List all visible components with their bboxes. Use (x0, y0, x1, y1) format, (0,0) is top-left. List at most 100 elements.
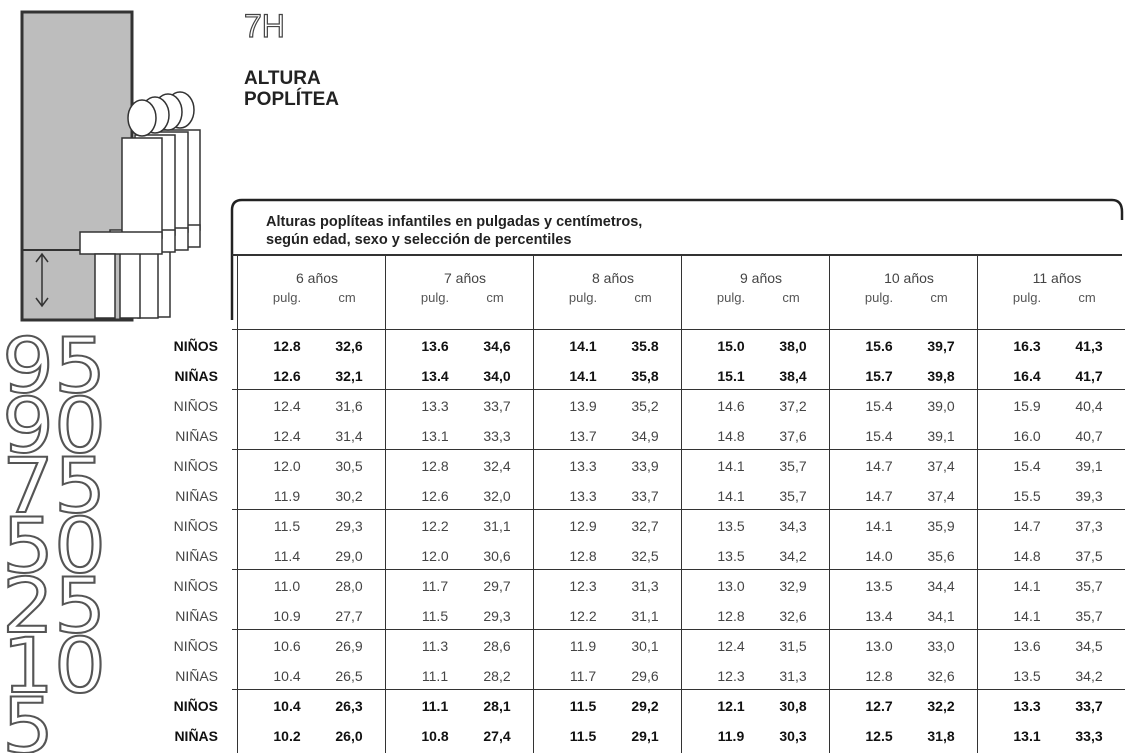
cell: 39,3 (1075, 488, 1103, 504)
cell: 39,7 (927, 338, 955, 354)
cell: 37,2 (779, 398, 807, 414)
cell: 26,5 (335, 668, 363, 684)
cell: 32,9 (779, 578, 807, 594)
cell: 13.7 (569, 428, 597, 444)
cell: 37,4 (927, 458, 955, 474)
cell: 13.3 (569, 488, 597, 504)
unit-header: cm (634, 290, 652, 305)
sex-label: NIÑAS (175, 548, 218, 564)
cell: 35,7 (779, 488, 807, 504)
cell: 35.8 (631, 338, 659, 354)
cell: 13.4 (421, 368, 449, 384)
cell: 30,2 (335, 488, 363, 504)
cell: 41,3 (1075, 338, 1103, 354)
unit-header: cm (782, 290, 800, 305)
cell: 13.1 (421, 428, 449, 444)
cell: 29,7 (483, 578, 511, 594)
cell: 38,4 (779, 368, 807, 384)
cell: 34,5 (1075, 638, 1103, 654)
cell: 12.6 (273, 368, 301, 384)
cell: 34,2 (1075, 668, 1103, 684)
cell: 40,7 (1075, 428, 1103, 444)
cell: 11.3 (421, 638, 449, 654)
cell: 16.4 (1013, 368, 1041, 384)
sex-label: NIÑAS (175, 608, 218, 624)
cell: 10.8 (421, 728, 449, 744)
cell: 14.7 (1013, 518, 1041, 534)
cell: 13.9 (569, 398, 597, 414)
cell: 37,4 (927, 488, 955, 504)
percentile-label: 10 (2, 621, 106, 710)
cell: 11.4 (273, 548, 301, 564)
cell: 34,2 (779, 548, 807, 564)
cell: 39,8 (927, 368, 955, 384)
table-frame (230, 198, 1124, 320)
sex-label: NIÑAS (175, 428, 218, 444)
cell: 14.7 (865, 488, 893, 504)
caption-line: según edad, sexo y selección de percenti… (266, 232, 572, 248)
cell: 10.2 (273, 728, 301, 744)
cell: 15.4 (865, 428, 893, 444)
column-rule (533, 255, 534, 753)
cell: 14.1 (717, 488, 745, 504)
header-rule (232, 254, 1122, 256)
cell: 11.0 (273, 578, 301, 594)
cell: 13.5 (717, 518, 745, 534)
cell: 11.9 (273, 488, 301, 504)
cell: 13.6 (1013, 638, 1041, 654)
cell: 41,7 (1075, 368, 1103, 384)
cell: 34,9 (631, 428, 659, 444)
cell: 12.1 (717, 698, 745, 714)
cell: 12.3 (717, 668, 745, 684)
cell: 32,2 (927, 698, 955, 714)
cell: 12.4 (717, 638, 745, 654)
column-rule (829, 255, 830, 753)
cell: 28,2 (483, 668, 511, 684)
unit-header: pulg. (716, 290, 746, 305)
cell: 13.4 (865, 608, 893, 624)
cell: 32,6 (335, 338, 363, 354)
cell: 33,9 (631, 458, 659, 474)
cell: 11.5 (421, 608, 449, 624)
cell: 31,4 (335, 428, 363, 444)
cell: 11.1 (421, 698, 449, 714)
cell: 28,1 (483, 698, 511, 714)
cell: 14.1 (1013, 578, 1041, 594)
cell: 12.0 (273, 458, 301, 474)
cell: 13.5 (1013, 668, 1041, 684)
sex-label: NIÑOS (173, 518, 218, 534)
unit-header: pulg. (420, 290, 450, 305)
group-rule (232, 509, 1125, 510)
cell: 30,3 (779, 728, 807, 744)
cell: 11.9 (569, 638, 597, 654)
cell: 12.7 (865, 698, 893, 714)
cell: 31,8 (927, 728, 955, 744)
group-rule (232, 689, 1125, 690)
age-header: 9 años (739, 270, 783, 286)
cell: 29,2 (631, 698, 659, 714)
cell: 11.9 (717, 728, 745, 744)
sex-label: NIÑOS (173, 338, 218, 354)
cell: 35,9 (927, 518, 955, 534)
cell: 15.6 (865, 338, 893, 354)
cell: 11.5 (569, 698, 597, 714)
caption-line: Alturas poplíteas infantiles en pulgadas… (266, 214, 643, 230)
unit-header: cm (486, 290, 504, 305)
percentile-label: 95 (2, 321, 106, 410)
cell: 29,3 (335, 518, 363, 534)
column-rule (977, 255, 978, 753)
cell: 29,0 (335, 548, 363, 564)
cell: 31,6 (335, 398, 363, 414)
seated-figures (79, 91, 201, 319)
cell: 27,7 (335, 608, 363, 624)
cell: 39,1 (927, 428, 955, 444)
cell: 12.5 (865, 728, 893, 744)
cell: 29,6 (631, 668, 659, 684)
cell: 37,3 (1075, 518, 1103, 534)
cell: 30,1 (631, 638, 659, 654)
cell: 37,6 (779, 428, 807, 444)
cell: 15.4 (1013, 458, 1041, 474)
cell: 26,0 (335, 728, 363, 744)
